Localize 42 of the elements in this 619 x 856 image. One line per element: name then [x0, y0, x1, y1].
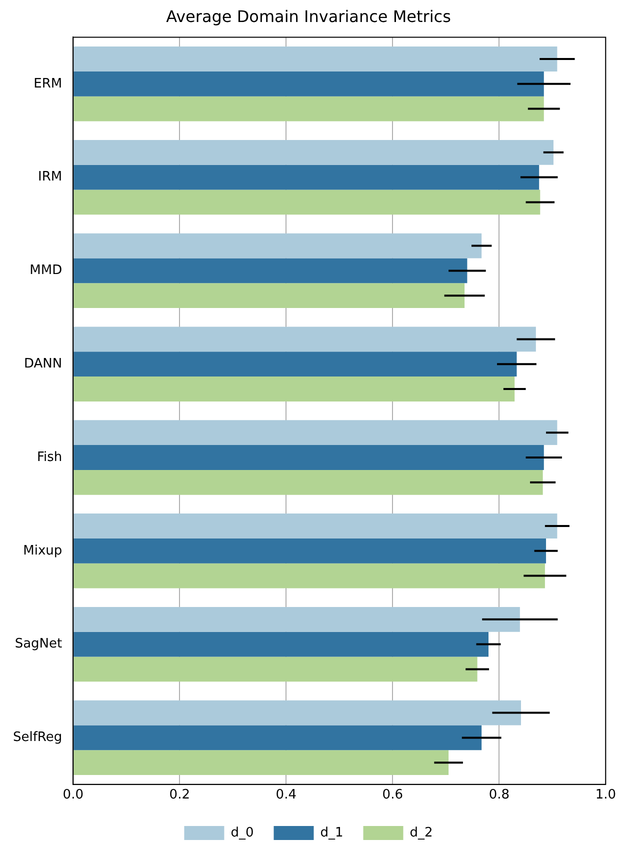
bar [74, 725, 482, 750]
x-tick-label: 0.6 [382, 788, 403, 803]
x-tick-label: 0.4 [276, 788, 296, 803]
y-tick-label: DANN [24, 356, 62, 372]
bar [74, 233, 482, 258]
bar [74, 563, 545, 588]
legend-label: d_2 [410, 825, 433, 840]
y-tick-label: SelfReg [12, 730, 62, 746]
bar [74, 538, 546, 564]
x-tick-label: 1.0 [595, 788, 616, 803]
bar [74, 71, 544, 96]
bar [74, 140, 554, 165]
bar [74, 420, 558, 446]
bar [74, 190, 540, 215]
bar [74, 376, 515, 402]
bar [74, 750, 449, 776]
bar [74, 283, 465, 308]
y-tick-label: IRM [38, 170, 62, 185]
x-tick-label: 0.2 [169, 788, 190, 803]
bar [74, 352, 517, 377]
chart-title: Average Domain Invariance Metrics [166, 6, 451, 26]
bar [74, 656, 478, 682]
y-tick-label: SagNet [14, 636, 62, 652]
legend-label: d_1 [320, 825, 344, 840]
bar [74, 258, 468, 284]
bar [74, 514, 558, 538]
bar [74, 700, 521, 726]
legend-label: d_0 [230, 825, 254, 840]
y-tick-label: MMD [30, 263, 62, 278]
bar [74, 164, 540, 190]
y-tick-label: Mixup [23, 543, 62, 558]
bar [74, 445, 544, 470]
bar [74, 326, 536, 352]
bar [74, 606, 520, 632]
x-tick-label: 0.8 [488, 788, 510, 803]
x-tick-label: 0.0 [62, 788, 84, 803]
bar [74, 96, 544, 122]
bar [74, 632, 489, 657]
y-tick-label: Fish [36, 450, 62, 465]
y-tick-label: ERM [34, 76, 62, 92]
bar [74, 470, 543, 495]
bar [74, 46, 558, 72]
